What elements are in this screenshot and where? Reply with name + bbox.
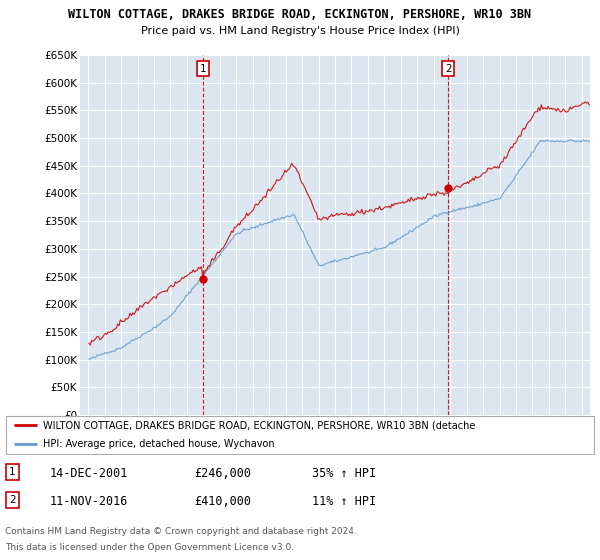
FancyBboxPatch shape (5, 416, 594, 454)
Text: WILTON COTTAGE, DRAKES BRIDGE ROAD, ECKINGTON, PERSHORE, WR10 3BN (detache: WILTON COTTAGE, DRAKES BRIDGE ROAD, ECKI… (43, 420, 476, 430)
Text: HPI: Average price, detached house, Wychavon: HPI: Average price, detached house, Wych… (43, 439, 275, 449)
Text: 35% ↑ HPI: 35% ↑ HPI (312, 467, 376, 480)
Text: £246,000: £246,000 (194, 467, 251, 480)
Text: 11-NOV-2016: 11-NOV-2016 (49, 495, 128, 508)
Text: 2: 2 (445, 64, 451, 74)
Text: Contains HM Land Registry data © Crown copyright and database right 2024.: Contains HM Land Registry data © Crown c… (5, 527, 357, 536)
Text: 1: 1 (9, 467, 16, 477)
Text: 11% ↑ HPI: 11% ↑ HPI (312, 495, 376, 508)
Text: £410,000: £410,000 (194, 495, 251, 508)
Text: 1: 1 (199, 64, 206, 74)
Text: This data is licensed under the Open Government Licence v3.0.: This data is licensed under the Open Gov… (5, 543, 294, 552)
Text: Price paid vs. HM Land Registry's House Price Index (HPI): Price paid vs. HM Land Registry's House … (140, 26, 460, 36)
Text: 14-DEC-2001: 14-DEC-2001 (49, 467, 128, 480)
Text: 2: 2 (9, 495, 16, 505)
Text: WILTON COTTAGE, DRAKES BRIDGE ROAD, ECKINGTON, PERSHORE, WR10 3BN: WILTON COTTAGE, DRAKES BRIDGE ROAD, ECKI… (68, 8, 532, 21)
